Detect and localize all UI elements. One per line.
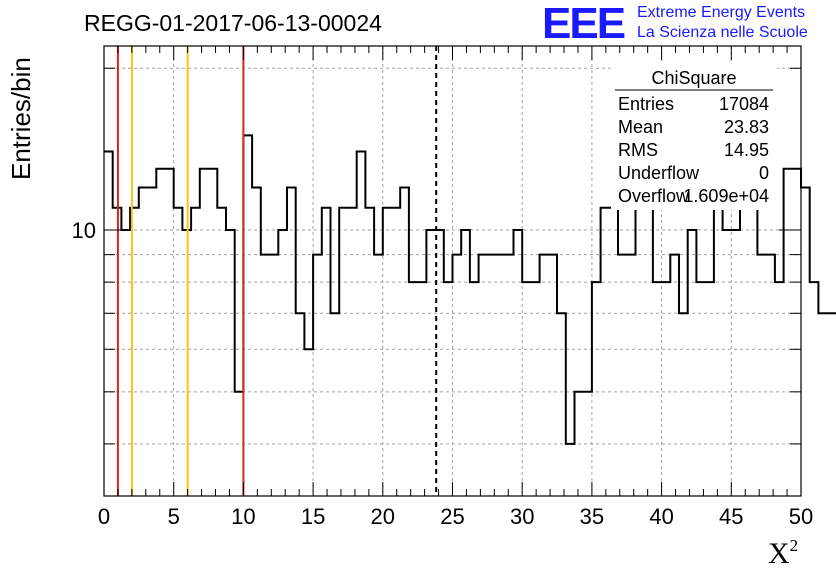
x-tick-label: 30 <box>510 504 534 529</box>
x-tick-label: 50 <box>789 504 813 529</box>
x-axis-label-base: X <box>768 537 790 570</box>
logo-line-1: Extreme Energy Events <box>637 4 806 21</box>
stats-row-value: 23.83 <box>724 117 769 137</box>
stats-row-label: Underflow <box>618 163 700 183</box>
stats-row-label: RMS <box>618 140 658 160</box>
stats-row-value: 17084 <box>719 94 769 114</box>
stats-row-value: 0 <box>759 163 769 183</box>
x-axis-label-superscript: 2 <box>789 536 799 555</box>
chart-title: REGG-01-2017-06-13-00024 <box>84 10 382 36</box>
stats-box-title: ChiSquare <box>651 68 736 88</box>
x-tick-label: 45 <box>719 504 743 529</box>
x-tick-label: 5 <box>168 504 180 529</box>
stats-row-value: 1.609e+04 <box>683 186 769 206</box>
axis-layer: 0 5 10 15 20 25 30 35 40 45 50 10 <box>72 45 813 529</box>
x-tick-label: 20 <box>371 504 395 529</box>
x-tick-label: 10 <box>231 504 255 529</box>
histogram-layer <box>104 134 836 445</box>
x-tick-label: 0 <box>98 504 110 529</box>
eee-logo: EEE <box>542 0 626 48</box>
x-tick-label: 35 <box>580 504 604 529</box>
stats-row-label: Mean <box>618 117 663 137</box>
x-tick-label: 15 <box>301 504 325 529</box>
stats-box: ChiSquare Entries 17084 Mean 23.83 RMS 14.95 Un… <box>611 64 777 210</box>
stats-row-label: Overflow <box>618 186 690 206</box>
x-tick-label: 40 <box>649 504 673 529</box>
reference-lines-layer <box>116 46 438 496</box>
x-axis-label: X2 <box>768 536 798 571</box>
stats-row-value: 14.95 <box>724 140 769 160</box>
stats-box-background <box>611 64 777 210</box>
x-tick-label: 25 <box>440 504 464 529</box>
y-tick-label: 10 <box>72 218 96 243</box>
logo-line-2: La Scienza nelle Scuole <box>637 24 808 41</box>
stats-row-label: Entries <box>618 94 674 114</box>
histogram-series <box>104 134 836 445</box>
